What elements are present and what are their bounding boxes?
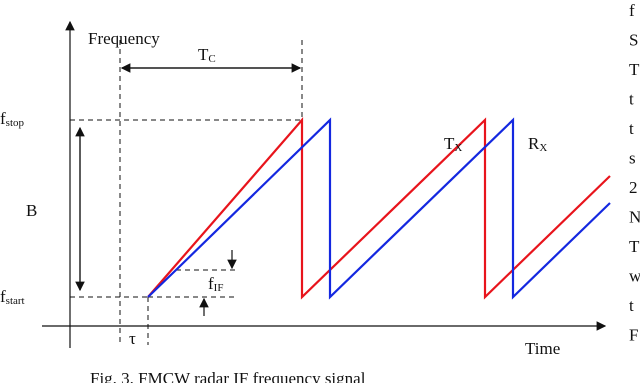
fstop-sub: stop [6,117,25,129]
rx-label: RX [528,134,547,154]
fstart-label: fstart [0,287,25,307]
column-fragment: S [629,30,638,49]
rx-signal [147,117,611,300]
column-fragment: t [629,119,634,138]
column-fragment: w [629,266,640,285]
tx-base: T [444,134,455,153]
rx-sub: X [539,142,547,154]
axes [42,20,607,348]
tc-label: TC [198,45,216,65]
y-axis-label: Frequency [88,29,160,48]
fstop-label: fstop [0,109,25,129]
column-fragment: s [629,148,636,167]
column-fragment: T [629,237,640,256]
tc-sub: C [208,53,215,65]
rx-base: R [528,134,540,153]
x-axis-label: Time [525,339,560,358]
column-fragment: T [629,60,640,79]
fif-base: f [208,274,214,293]
fstart-base: f [0,287,6,306]
column-fragment: f [629,1,635,20]
guides [70,40,303,345]
fif-sub: IF [214,282,224,294]
fif-label: fIF [208,274,223,294]
tx-signal [147,117,611,300]
column-fragment: t [629,89,634,108]
tx-label: TX [444,134,462,154]
column-fragment: t [629,296,634,315]
column-fragment: N [629,207,640,226]
column-fragment: F [629,325,638,344]
fstart-sub: start [6,295,25,307]
delay-label: τ [129,329,136,348]
fstop-base: f [0,109,6,128]
column-fragment: 2 [629,178,638,197]
tc-base: T [198,45,209,64]
tx-sub: X [454,142,462,154]
bandwidth-label: B [26,201,37,220]
caption: Fig. 3. FMCW radar IF frequency signal [90,369,366,383]
